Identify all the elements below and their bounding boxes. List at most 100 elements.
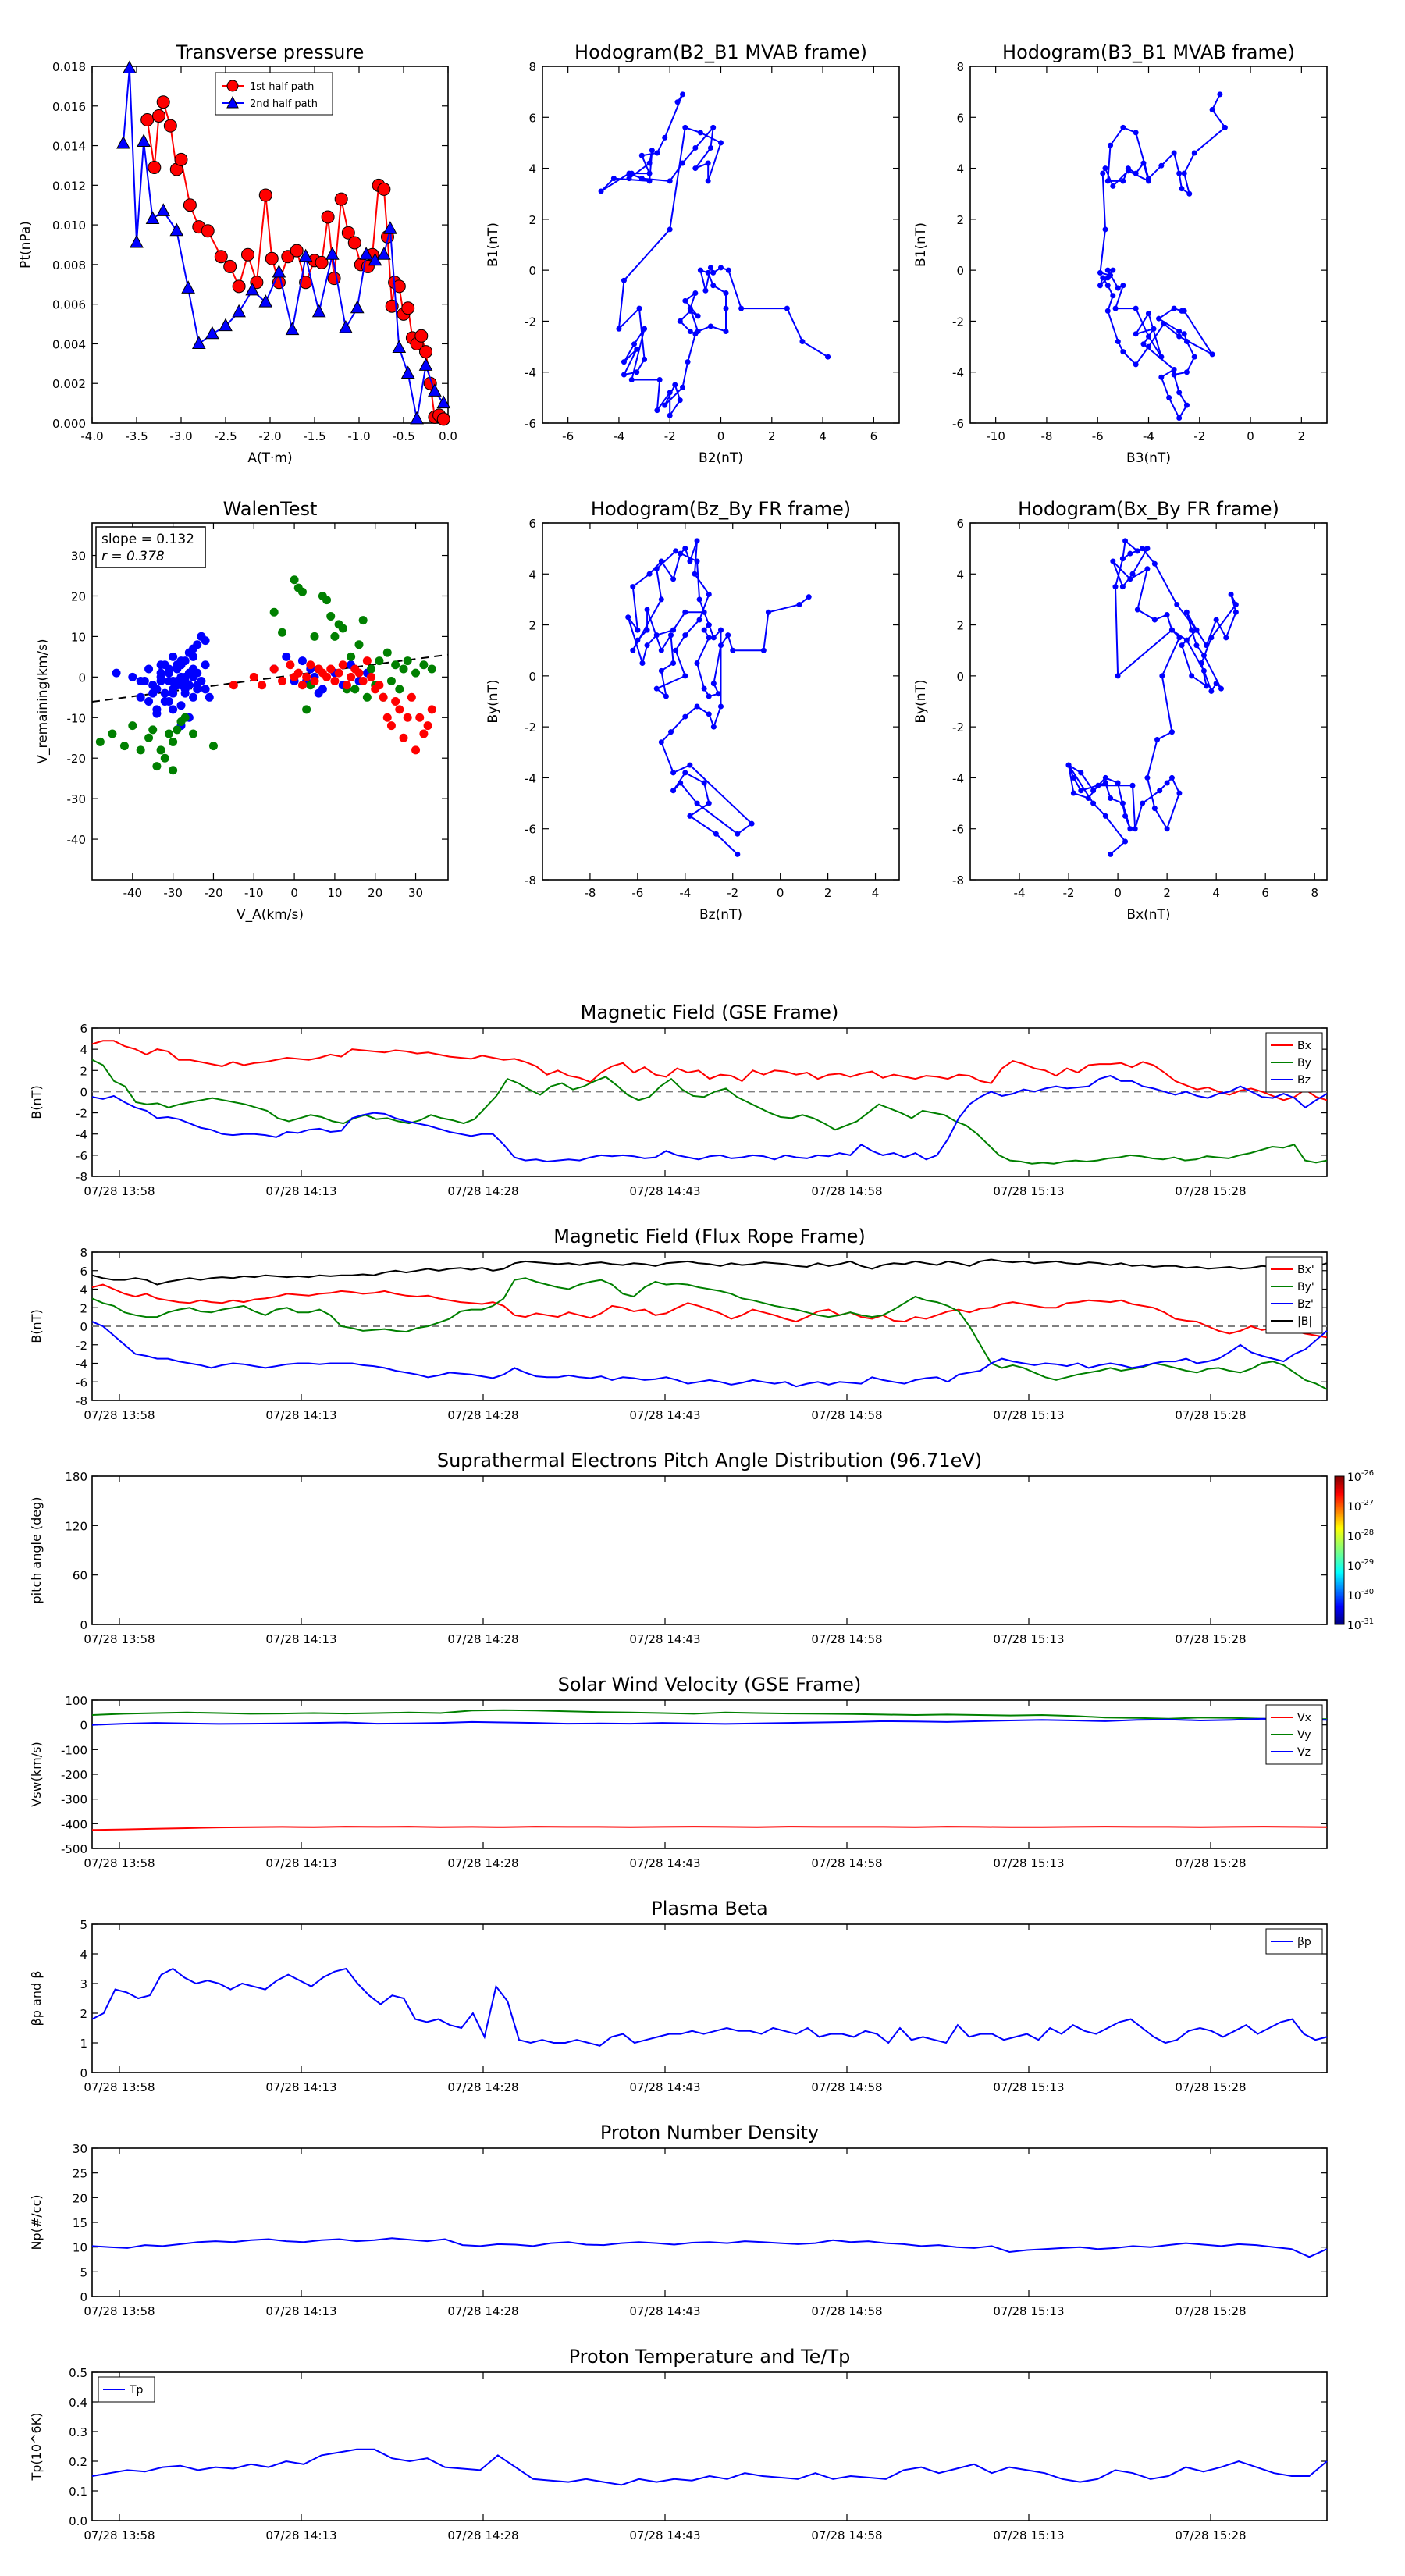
hodogram-point xyxy=(1115,285,1121,291)
data-point xyxy=(297,656,307,666)
data-point xyxy=(145,211,160,224)
x-tick-label: 8 xyxy=(1311,886,1318,900)
hodogram-point xyxy=(1158,374,1165,380)
data-point xyxy=(342,681,351,690)
hodogram-point xyxy=(667,412,673,418)
hodogram-point xyxy=(644,607,650,613)
hodogram-point xyxy=(670,788,677,794)
hodogram-point xyxy=(628,377,635,383)
plot-frame xyxy=(91,1923,1328,2073)
hodogram-point xyxy=(1218,685,1224,692)
hodogram-point xyxy=(621,359,627,365)
y-tick-label: -4 xyxy=(952,366,964,380)
legend-label: |B| xyxy=(1297,1315,1312,1328)
hodogram-point xyxy=(634,369,640,375)
x-tick-label: 30 xyxy=(408,886,423,900)
hodogram-point xyxy=(1158,354,1165,360)
data-point xyxy=(265,251,279,265)
h1-chart: Hodogram(B2_B1 MVAB frame) -6 -4 -2 0 2 4 6 -6 -4… xyxy=(486,41,900,466)
hodogram-point xyxy=(1144,774,1151,781)
hodogram-point xyxy=(718,265,724,271)
hodogram-point xyxy=(1133,170,1139,176)
hodogram-point xyxy=(738,305,745,311)
data-point xyxy=(156,203,171,216)
plot-frame xyxy=(542,66,900,424)
x-tick-label: -30 xyxy=(163,886,183,900)
hodogram-point xyxy=(1164,612,1170,618)
data-point xyxy=(193,685,202,694)
legend-label: βp xyxy=(1297,1936,1311,1948)
data-point xyxy=(223,259,237,273)
hodogram-point xyxy=(1102,774,1108,781)
series-line xyxy=(91,1826,1328,1831)
x-tick-label: 07/28 14:13 xyxy=(265,2528,336,2542)
x-tick-label: 07/28 13:58 xyxy=(84,1408,155,1422)
data-point xyxy=(245,282,260,296)
x-tick-label: 07/28 15:13 xyxy=(993,1856,1064,1870)
hodogram-point xyxy=(702,287,709,294)
hodogram-point xyxy=(1070,790,1076,796)
mag_fr-chart: Magnetic Field (Flux Rope Frame) -8 -6 -4 -2… xyxy=(29,1226,1328,1422)
x-tick-label: 07/28 14:28 xyxy=(447,2528,518,2542)
hodogram-point xyxy=(1164,826,1170,832)
y-tick-label: -6 xyxy=(525,417,536,431)
hodogram-point xyxy=(1217,91,1223,98)
hodogram-point xyxy=(1183,339,1190,345)
hodogram-point xyxy=(680,384,686,390)
x-tick-label: 07/28 15:13 xyxy=(993,2528,1064,2542)
x-axis-label: B3(nT) xyxy=(1126,450,1171,466)
hodogram-point xyxy=(706,622,712,628)
data-point xyxy=(128,672,137,681)
hodogram-point xyxy=(667,226,673,233)
y-tick-label: 10 xyxy=(73,2241,87,2255)
hodogram-point xyxy=(1181,170,1187,176)
series-line xyxy=(91,1059,1328,1165)
x-tick-label: 07/28 14:58 xyxy=(811,2528,882,2542)
hodogram-point xyxy=(706,591,712,597)
hodogram-point xyxy=(694,800,700,806)
data-point xyxy=(140,113,155,127)
plot-frame xyxy=(969,522,1328,881)
x-tick-label: 07/28 14:58 xyxy=(811,2080,882,2094)
np-chart: Proton Number Density 0 5 10 15 20 25 30 07/28 1… xyxy=(29,2122,1328,2318)
hodogram-point xyxy=(710,124,717,130)
y-tick-label: -8 xyxy=(525,873,536,888)
colorbar-tick-label: 10-31 xyxy=(1347,1617,1374,1632)
hodogram-point xyxy=(710,269,717,276)
legend-marker xyxy=(226,95,239,109)
y-tick-label: 0 xyxy=(78,671,86,685)
x-tick-label: 07/28 14:58 xyxy=(811,1408,882,1422)
data-point xyxy=(201,685,210,694)
x-tick-label: -6 xyxy=(562,429,574,443)
hodogram-point xyxy=(1078,770,1084,776)
data-point xyxy=(160,688,169,698)
legend-label: Bz' xyxy=(1297,1298,1314,1311)
hodogram-point xyxy=(1183,402,1190,408)
x-tick-label: -10 xyxy=(986,429,1005,443)
y-tick-label: -2 xyxy=(76,1107,87,1121)
y-tick-label: 6 xyxy=(80,1265,87,1279)
y-tick-label: -300 xyxy=(61,1793,87,1807)
y-tick-label: 0 xyxy=(80,1719,87,1733)
hodogram-point xyxy=(735,851,741,857)
data-point xyxy=(116,135,130,149)
y-tick-label: 0 xyxy=(528,670,536,684)
x-tick-label: -3.5 xyxy=(125,429,148,443)
x-tick-label: 07/28 14:13 xyxy=(265,2080,336,2094)
y-tick-label: 6 xyxy=(80,1022,87,1036)
hodogram-point xyxy=(1183,637,1190,643)
x-tick-label: 20 xyxy=(368,886,382,900)
hodogram-point xyxy=(1200,653,1207,659)
hodogram-point xyxy=(1181,308,1187,314)
data-point xyxy=(258,681,267,690)
data-point xyxy=(174,152,188,166)
hodogram-point xyxy=(1090,788,1097,794)
y-tick-label: -2 xyxy=(525,315,536,329)
data-point xyxy=(193,668,202,678)
y-tick-label: 0.014 xyxy=(52,140,86,154)
x-tick-label: -4 xyxy=(679,886,691,900)
h2-chart: Hodogram(B3_B1 MVAB frame) -10 -8 -6 -4 -2 0 2 -… xyxy=(913,41,1328,466)
y-tick-label: 20 xyxy=(71,589,86,603)
data-point xyxy=(375,656,384,666)
y-tick-label: 0.5 xyxy=(69,2366,87,2380)
